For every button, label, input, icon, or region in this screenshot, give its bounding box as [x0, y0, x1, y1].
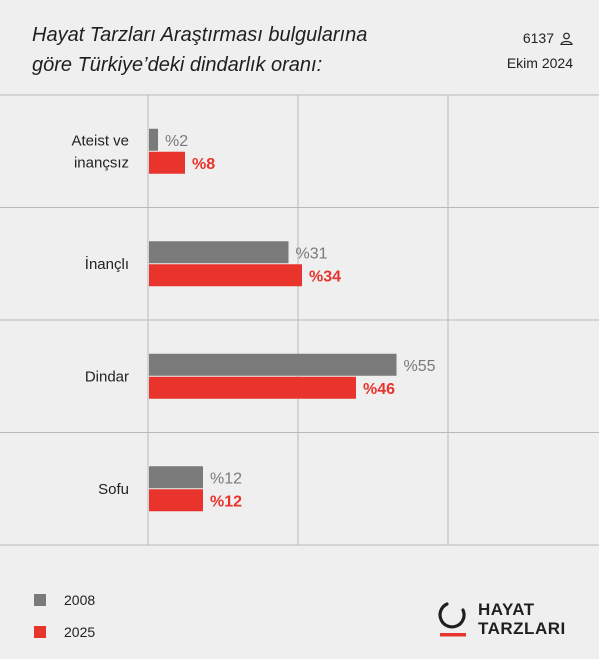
data-label-2008: %2	[165, 133, 188, 150]
legend: 2008 2025	[34, 592, 95, 656]
category-label: İnançlı	[85, 255, 129, 273]
bar-2025	[149, 489, 203, 512]
bar-2008	[149, 241, 289, 264]
title-line-1: Hayat Tarzları Araştırması bulgularına	[32, 24, 368, 46]
category-label: Ateist ve inançsız	[71, 132, 129, 171]
logo-line-2: TARZLARI	[478, 619, 566, 638]
legend-label-2025: 2025	[64, 624, 96, 640]
category-label: Sofu	[98, 481, 129, 498]
sample-count-row: 6137	[507, 26, 573, 51]
sample-count: 6137	[522, 30, 554, 46]
data-label-2008: %55	[404, 358, 436, 375]
data-label-2025: %12	[210, 493, 242, 510]
title-line-2: göre Türkiye’deki dindarlık oranı:	[32, 54, 323, 76]
category-label: Dindar	[85, 368, 129, 385]
data-label-2025: %46	[363, 381, 395, 398]
data-label-2008: %12	[210, 470, 242, 487]
bar-2025	[149, 151, 185, 174]
legend-item-2025: 2025	[34, 624, 95, 640]
brand-logo: HAYAT TARZLARI	[438, 600, 566, 638]
chart-title: Hayat Tarzları Araştırması bulgularına g…	[32, 20, 452, 80]
data-label-2008: %31	[296, 245, 328, 262]
person-icon	[560, 32, 573, 45]
bar-chart: Ateist ve inançsız %2%8 İnançlı %31 %34 Dindar…	[0, 94, 599, 546]
legend-swatch-2025	[34, 626, 46, 638]
legend-swatch-2008	[34, 594, 46, 606]
bar-2008	[149, 128, 158, 151]
logo-text: HAYAT TARZLARI	[478, 600, 566, 638]
data-label-2025: %8	[192, 156, 215, 173]
chart-meta: 6137 Ekim 2024	[507, 26, 573, 76]
logo-line-1: HAYAT	[478, 600, 535, 619]
bar-2025	[149, 376, 356, 399]
bar-2025	[149, 264, 302, 287]
survey-date: Ekim 2024	[506, 55, 573, 71]
bar-2008	[149, 466, 203, 489]
logo-mark-icon	[438, 602, 466, 637]
bar-2008	[149, 353, 397, 376]
legend-label-2008: 2008	[64, 592, 96, 608]
legend-item-2008: 2008	[34, 592, 95, 608]
data-label-2025: %34	[309, 268, 341, 285]
